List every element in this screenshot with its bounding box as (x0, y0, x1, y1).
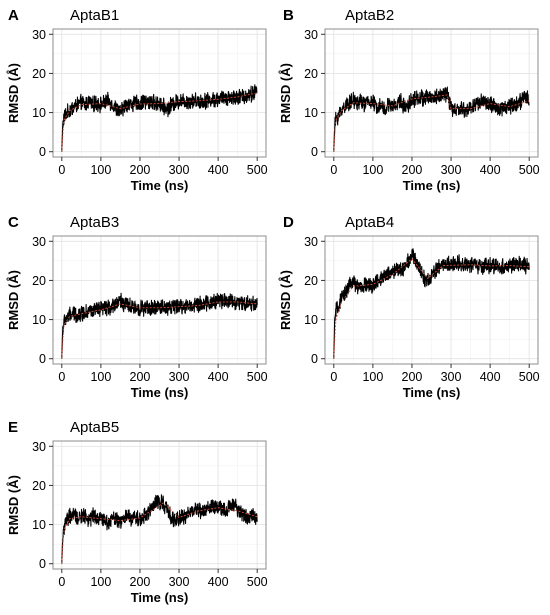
y-tick-label: 20 (32, 274, 46, 288)
y-tick-label: 0 (39, 557, 46, 571)
x-tick-label: 500 (519, 163, 540, 177)
y-tick-label: 0 (311, 145, 318, 159)
chart-title: AptaB2 (345, 7, 394, 24)
x-tick-label: 500 (247, 163, 268, 177)
y-tick-label: 30 (32, 235, 46, 249)
x-tick-label: 300 (169, 370, 190, 384)
x-axis-label: Time (ns) (403, 385, 461, 400)
x-tick-label: 500 (519, 370, 540, 384)
series-raw-line (333, 86, 530, 152)
x-tick-label: 0 (58, 163, 65, 177)
plot-frame (52, 28, 267, 158)
x-tick-label: 500 (247, 575, 268, 589)
x-axis-label: Time (ns) (131, 385, 189, 400)
panel-letter: D (283, 214, 294, 231)
x-tick-label: 200 (130, 370, 151, 384)
x-tick-label: 200 (402, 370, 423, 384)
series-raw-line (61, 84, 258, 152)
x-tick-label: 300 (169, 163, 190, 177)
y-tick-label: 10 (304, 106, 318, 120)
x-tick-label: 300 (441, 370, 462, 384)
plot-frame (52, 440, 267, 570)
x-tick-label: 400 (480, 370, 501, 384)
panel-letter: C (8, 214, 19, 231)
y-axis-label: RMSD (Å) (6, 63, 21, 123)
x-tick-label: 100 (90, 575, 111, 589)
y-axis-label: RMSD (Å) (278, 270, 293, 330)
y-tick-label: 10 (32, 313, 46, 327)
chart-title: AptaB3 (70, 214, 119, 231)
chart-title: AptaB4 (345, 214, 394, 231)
series-smooth-line (61, 301, 258, 359)
x-tick-label: 200 (402, 163, 423, 177)
panel-e: E AptaB5 0 100 200 300 400 500 0 10 20 30 Time (ns) R… (6, 419, 268, 605)
plot-frame (324, 28, 539, 158)
x-tick-label: 0 (330, 370, 337, 384)
plot-frame (52, 235, 267, 365)
x-tick-label: 400 (208, 575, 229, 589)
x-tick-label: 100 (90, 370, 111, 384)
x-tick-label: 300 (169, 575, 190, 589)
x-tick-label: 0 (58, 575, 65, 589)
y-tick-label: 10 (32, 106, 46, 120)
y-tick-label: 20 (304, 274, 318, 288)
panel-a: A AptaB1 0 100 200 300 400 500 0 10 20 30 Time (ns) R… (6, 7, 268, 193)
x-tick-label: 300 (441, 163, 462, 177)
panel-c: C AptaB3 0 100 200 300 400 500 0 10 20 30 Time (ns) R… (6, 214, 268, 400)
y-tick-label: 20 (32, 479, 46, 493)
y-tick-label: 0 (39, 145, 46, 159)
panel-letter: E (8, 419, 18, 436)
y-axis-label: RMSD (Å) (278, 63, 293, 123)
y-tick-label: 30 (32, 440, 46, 454)
panel-letter: B (283, 7, 294, 24)
x-tick-label: 400 (208, 163, 229, 177)
series-smooth-line (61, 92, 258, 152)
panel-b: B AptaB2 0 100 200 300 400 500 0 10 20 30 Time (ns) R… (278, 7, 540, 193)
x-tick-label: 400 (480, 163, 501, 177)
chart-title: AptaB5 (70, 419, 119, 436)
y-axis-label: RMSD (Å) (6, 270, 21, 330)
y-tick-label: 10 (304, 313, 318, 327)
y-axis-label: RMSD (Å) (6, 475, 21, 535)
x-axis-label: Time (ns) (131, 178, 189, 193)
y-tick-label: 30 (32, 28, 46, 42)
y-tick-label: 0 (39, 352, 46, 366)
x-tick-label: 100 (362, 163, 383, 177)
x-axis-label: Time (ns) (403, 178, 461, 193)
series-raw-line (61, 292, 258, 359)
panel-letter: A (8, 7, 19, 24)
series-raw-line (333, 248, 530, 359)
y-tick-label: 0 (311, 352, 318, 366)
x-tick-label: 200 (130, 575, 151, 589)
y-tick-label: 20 (32, 67, 46, 81)
panel-d: D AptaB4 0 100 200 300 400 500 0 10 20 30 Time (ns) R… (278, 214, 540, 400)
y-tick-label: 30 (304, 235, 318, 249)
series-smooth-line (61, 502, 258, 564)
x-tick-label: 500 (247, 370, 268, 384)
x-tick-label: 0 (330, 163, 337, 177)
x-tick-label: 200 (130, 163, 151, 177)
y-tick-label: 10 (32, 518, 46, 532)
series-smooth-line (333, 258, 530, 359)
x-axis-label: Time (ns) (131, 590, 189, 605)
x-tick-label: 100 (90, 163, 111, 177)
x-tick-label: 400 (208, 370, 229, 384)
x-tick-label: 100 (362, 370, 383, 384)
x-tick-label: 0 (58, 370, 65, 384)
chart-title: AptaB1 (70, 7, 119, 24)
plot-frame (324, 235, 539, 365)
y-tick-label: 30 (304, 28, 318, 42)
y-tick-label: 20 (304, 67, 318, 81)
